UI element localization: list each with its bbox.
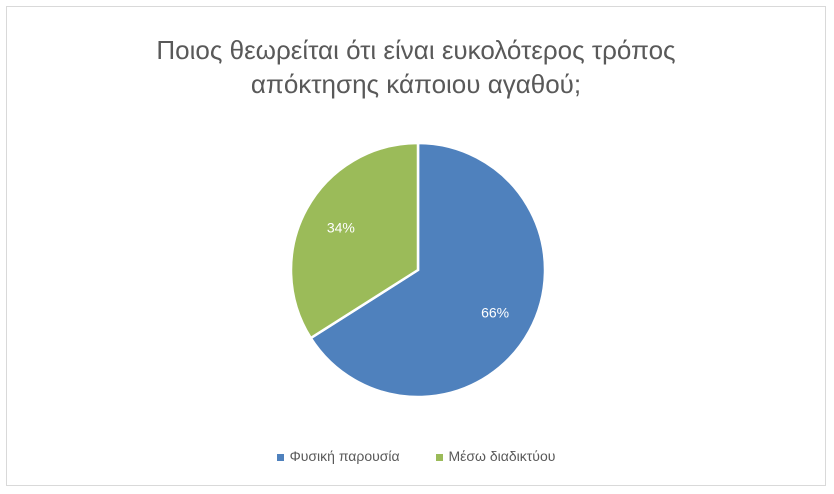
chart-title-line-1: Ποιος θεωρείται ότι είναι ευκολότερος τρ…	[156, 35, 676, 65]
chart-area: Ποιος θεωρείται ότι είναι ευκολότερος τρ…	[6, 6, 826, 486]
legend-label-physical-presence: Φυσική παρουσία	[289, 448, 400, 464]
slice-physical-presence	[309, 141, 547, 399]
legend-label-online: Μέσω διαδικτύου	[448, 448, 556, 464]
legend-item-online: Μέσω διαδικτύου	[435, 448, 556, 464]
legend-swatch-online	[435, 453, 443, 461]
chart-title-line-2: απόκτησης κάποιου αγαθού;	[250, 69, 582, 99]
legend-swatch-physical-presence	[276, 453, 284, 461]
legend-item-physical-presence: Φυσική παρουσία	[276, 448, 400, 464]
data-label-online: 34%	[327, 220, 355, 236]
chart-title: Ποιος θεωρείται ότι είναι ευκολότερος τρ…	[7, 33, 825, 101]
slice-online	[289, 141, 420, 340]
data-label-physical-presence: 66%	[481, 304, 509, 320]
pie-chart: 66% 34%	[289, 141, 547, 399]
legend: Φυσική παρουσία Μέσω διαδικτύου	[7, 448, 825, 464]
